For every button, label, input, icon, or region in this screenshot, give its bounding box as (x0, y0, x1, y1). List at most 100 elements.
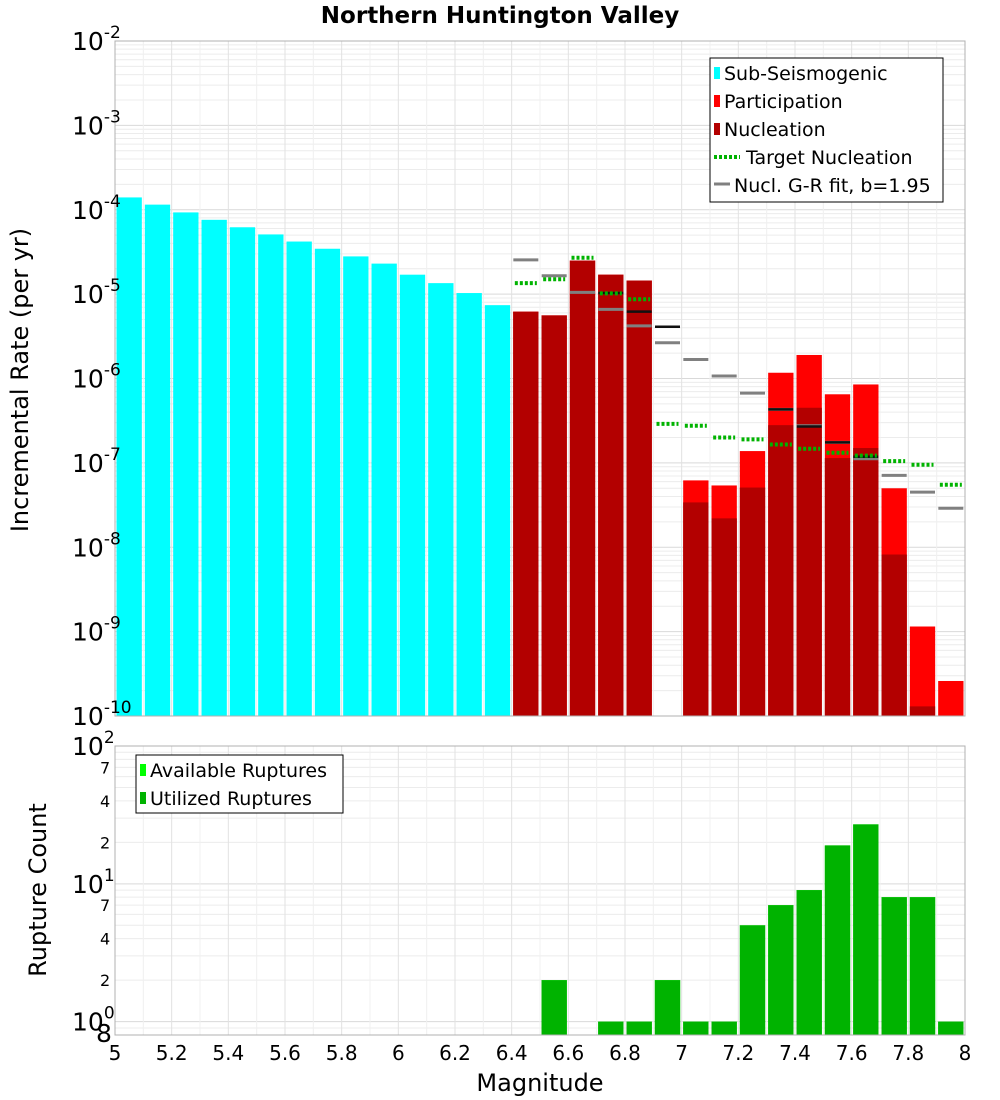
participation-bar (938, 680, 964, 716)
bottom-legend-box (135, 754, 344, 814)
tick-exponent: 1 (104, 866, 115, 886)
participation-bar (909, 626, 936, 716)
bottom-y-minor-tick-label: 2 (100, 833, 110, 852)
legend-swatch-nucleation (714, 123, 720, 135)
nucleation-bar (626, 280, 652, 716)
bottom-y-minor-tick-label: 4 (100, 930, 110, 949)
top-y-tick-label: 10-3 (72, 107, 121, 140)
top-y-tick-label: 10-4 (72, 192, 121, 225)
tick-exponent: -4 (104, 192, 121, 212)
bottom-plot-frame (114, 745, 966, 1036)
utilized-ruptures-bar (909, 897, 936, 1035)
x-tick-labels: 5 5.2 5.4 5.6 5.8 6 6.2 6.4 6.6 6.8 7 7.2 7.4 7.6 7.8 8 (109, 1041, 972, 1065)
x-tick-label: 8 (959, 1041, 972, 1065)
sub-seismogenic-bar (343, 256, 369, 716)
sub-seismogenic-bar (144, 204, 171, 717)
sub-seismogenic-bar (456, 293, 482, 716)
top-legend: Sub-Seismogenic Participation Nucleation… (709, 57, 944, 203)
tick-exponent: -5 (104, 276, 121, 296)
legend-label-target-nucleation: Target Nucleation (745, 147, 913, 169)
top-y-axis-label: Incremental Rate (per yr) (6, 228, 34, 532)
top-bars (116, 197, 964, 717)
tick-exponent: -10 (104, 698, 132, 718)
sub-seismogenic-bar (371, 263, 397, 716)
tick-base: 10 (72, 1008, 104, 1037)
x-tick-label: 6.6 (552, 1041, 584, 1065)
tick-exponent: -7 (104, 445, 121, 465)
nucleation-bar (768, 425, 794, 716)
tick-exponent: 0 (104, 1004, 115, 1024)
nucleation-bar (824, 458, 851, 716)
x-tick-label: 7.8 (892, 1041, 924, 1065)
legend-swatch-sub-seismogenic (714, 67, 720, 79)
tick-base: 10 (72, 870, 104, 899)
bottom-bars (541, 824, 964, 1035)
bottom-y-tick-label: 100 (72, 1004, 115, 1037)
tick-exponent: -2 (104, 23, 121, 43)
legend-swatch-participation (714, 95, 720, 107)
legend-label-gr-fit: Nucl. G-R fit, b=1.95 (734, 175, 931, 197)
tick-base: 10 (72, 533, 104, 562)
nucleation-bar (909, 706, 936, 716)
utilized-ruptures-bar (654, 980, 681, 1035)
bottom-y-minor-tick-label: 7 (100, 758, 110, 777)
x-tick-label: 5 (109, 1041, 122, 1065)
nucleation-bar (853, 448, 879, 716)
sub-seismogenic-bar (314, 248, 341, 716)
nucleation-bar (683, 502, 709, 716)
sub-seismogenic-bar (229, 227, 256, 716)
legend-label-available-ruptures: Available Ruptures (150, 760, 327, 782)
x-axis-label: Magnitude (476, 1069, 603, 1097)
utilized-ruptures-bar (683, 1021, 709, 1035)
tick-base: 10 (72, 111, 104, 140)
top-y-tick-label: 10-5 (72, 276, 121, 309)
utilized-ruptures-bar (768, 905, 794, 1035)
nucleation-bar (569, 260, 596, 716)
chart-title: Northern Huntington Valley (321, 3, 679, 29)
x-tick-label: 6.4 (496, 1041, 528, 1065)
utilized-ruptures-bar (796, 890, 822, 1035)
tick-exponent: -9 (104, 614, 121, 634)
legend-label-nucleation: Nucleation (724, 119, 826, 141)
sub-seismogenic-bar (258, 234, 284, 716)
top-y-tick-label: 10-6 (72, 361, 121, 394)
top-y-tick-label: 10-10 (72, 698, 132, 731)
tick-base: 10 (72, 280, 104, 309)
nucleation-bar (541, 315, 567, 716)
utilized-ruptures-bar (881, 897, 907, 1035)
tick-exponent: -6 (104, 361, 121, 381)
tick-base: 10 (72, 618, 104, 647)
x-tick-label: 5.8 (326, 1041, 358, 1065)
tick-base: 10 (72, 196, 104, 225)
x-tick-label: 5.2 (156, 1041, 188, 1065)
sub-seismogenic-bar (286, 241, 312, 717)
x-tick-label: 7.4 (779, 1041, 811, 1065)
top-plot-frame (114, 40, 966, 717)
tick-base: 10 (72, 365, 104, 394)
top-y-tick-label: 10-8 (72, 529, 121, 562)
sub-seismogenic-bar (173, 212, 199, 717)
bottom-y-tick-label: 102 (72, 728, 115, 761)
bottom-y-axis-label: Rupture Count (24, 803, 52, 977)
utilized-ruptures-bar (824, 845, 851, 1035)
bottom-y-minor-tick-label: 8 (96, 1019, 112, 1048)
tick-base: 10 (72, 732, 104, 761)
tick-base: 10 (72, 27, 104, 56)
sub-seismogenic-bar (201, 219, 227, 717)
tick-exponent: 2 (104, 728, 115, 748)
nucleation-bar (598, 274, 624, 716)
nucleation-bar (513, 311, 539, 716)
tick-exponent: -8 (104, 529, 121, 549)
utilized-ruptures-bar (541, 980, 567, 1035)
nucleation-bar (796, 407, 822, 716)
utilized-ruptures-bar (598, 1021, 624, 1035)
bottom-y-minor-tick-label: 2 (100, 971, 110, 990)
x-tick-label: 6.8 (609, 1041, 641, 1065)
utilized-ruptures-bar (853, 824, 879, 1035)
x-tick-label: 5.4 (212, 1041, 244, 1065)
sub-seismogenic-bar (484, 305, 511, 716)
legend-label-participation: Participation (724, 91, 843, 113)
x-tick-label: 6 (392, 1041, 405, 1065)
